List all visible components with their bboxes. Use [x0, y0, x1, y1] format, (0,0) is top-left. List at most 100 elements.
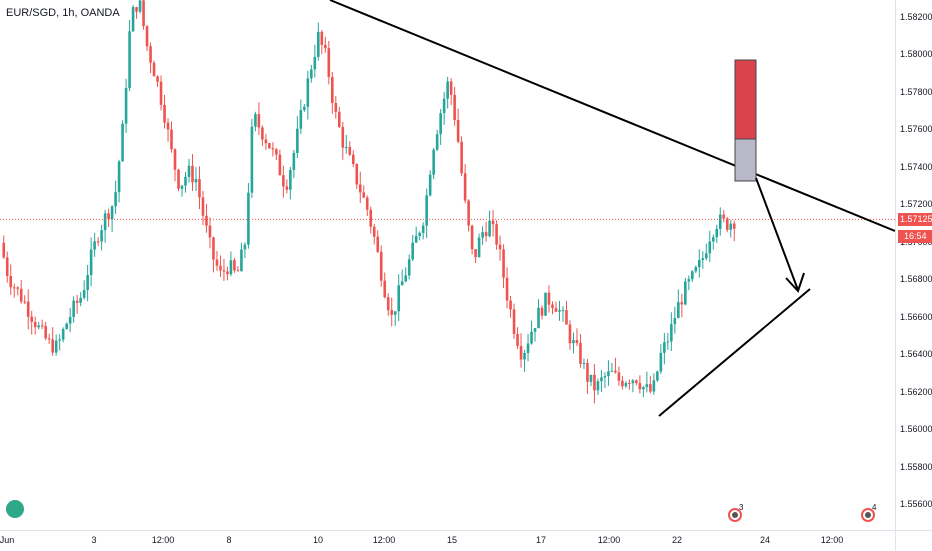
candle-body — [23, 301, 27, 303]
candle-body — [30, 316, 34, 322]
price-tick: 1.56400 — [900, 349, 932, 360]
candle-body — [233, 260, 236, 271]
candle-body — [243, 244, 247, 250]
candle-body — [498, 244, 502, 250]
candle-body — [481, 232, 484, 238]
candle-body — [93, 241, 96, 250]
price-tick: 1.57600 — [900, 124, 932, 135]
event-icon[interactable] — [728, 508, 742, 522]
time-tick: 22 — [671, 535, 683, 545]
candle-body — [656, 371, 659, 381]
candle-body — [516, 333, 519, 347]
candle-body — [456, 120, 460, 142]
price-tick: 1.55800 — [900, 461, 932, 472]
candle-body — [138, 0, 142, 12]
event-icon[interactable] — [861, 508, 875, 522]
candle-body — [187, 165, 191, 177]
candle-body — [37, 325, 40, 328]
candle-body — [607, 371, 610, 377]
time-tick: 8 — [226, 535, 232, 545]
candle-body — [512, 309, 516, 334]
candle-body — [145, 26, 149, 47]
candle-body — [596, 381, 600, 391]
candle-body — [533, 328, 537, 332]
candle-body — [684, 281, 687, 305]
candle-body — [386, 297, 390, 311]
candle-body — [110, 206, 114, 220]
candle-body — [324, 44, 327, 49]
candle-body — [247, 192, 250, 245]
time-tick: 12:00 — [372, 535, 396, 545]
candle-body — [299, 110, 303, 129]
chart-title: EUR/SGD, 1h, OANDA — [6, 7, 120, 19]
candle-body — [600, 377, 603, 382]
tradingview-logo-icon[interactable] — [6, 500, 24, 518]
price-chart[interactable] — [0, 0, 895, 530]
candle-body — [250, 126, 254, 193]
candle-body — [303, 106, 306, 111]
candle-body — [198, 179, 201, 198]
candle-body — [2, 242, 6, 258]
candle-body — [617, 372, 621, 381]
candle-body — [544, 292, 547, 316]
candle-body — [47, 338, 51, 340]
candle-body — [526, 343, 530, 353]
candle-body — [180, 185, 184, 189]
candle-body — [649, 384, 652, 392]
price-axis[interactable]: 1.58200 1.58000 1.57800 1.57600 1.57400 1.572… — [895, 0, 932, 530]
candle-body — [156, 76, 159, 82]
candle-body — [530, 331, 533, 344]
candle-body — [547, 292, 551, 305]
candle-body — [65, 323, 68, 330]
candle-body — [344, 146, 348, 148]
candle-body — [691, 271, 694, 280]
time-axis[interactable]: Jun 3 12:00 8 10 12:00 15 17 12:00 22 24 12:00 — [0, 530, 895, 551]
candle-body — [278, 154, 282, 176]
candle-body — [369, 209, 373, 227]
candle-body — [554, 308, 558, 312]
candle-body — [407, 259, 411, 276]
candle-body — [698, 259, 701, 268]
candle-body — [628, 383, 631, 385]
candle-body — [390, 310, 394, 315]
candle-body — [477, 237, 481, 258]
candle-body — [222, 270, 226, 272]
candle-body — [435, 134, 439, 150]
candle-body — [704, 253, 708, 259]
candle-body — [257, 114, 261, 128]
candle-body — [652, 380, 656, 392]
stop-loss-box — [734, 59, 757, 140]
candle-body — [432, 149, 435, 175]
candle-body — [268, 143, 271, 149]
candle-body — [638, 383, 642, 390]
candle-body — [365, 197, 369, 210]
candle-body — [173, 149, 177, 170]
candle-body — [645, 384, 649, 388]
candle-body — [582, 362, 586, 364]
candle-body — [523, 352, 526, 360]
resistance-trendline — [329, 0, 895, 232]
candle-body — [411, 242, 414, 260]
candle-body — [264, 139, 268, 144]
countdown-label: 16:54 — [898, 230, 932, 243]
candle-body — [725, 218, 729, 230]
candle-body — [54, 340, 58, 353]
time-tick: Jun — [0, 535, 15, 545]
candle-body — [428, 174, 432, 196]
candle-body — [306, 78, 310, 107]
candle-body — [5, 257, 9, 276]
candle-body — [670, 324, 673, 342]
candle-body — [449, 81, 453, 95]
candle-body — [61, 329, 65, 340]
candle-body — [26, 301, 30, 317]
candle-body — [128, 31, 131, 89]
candle-body — [589, 374, 593, 382]
current-price-label: 1.57125 — [898, 213, 932, 226]
candle-body — [351, 154, 355, 164]
event-count: 3 — [739, 503, 744, 512]
candle-body — [124, 88, 128, 124]
candle-body — [694, 267, 698, 272]
candle-body — [89, 249, 93, 276]
candle-body — [467, 200, 470, 226]
candle-body — [212, 237, 215, 260]
